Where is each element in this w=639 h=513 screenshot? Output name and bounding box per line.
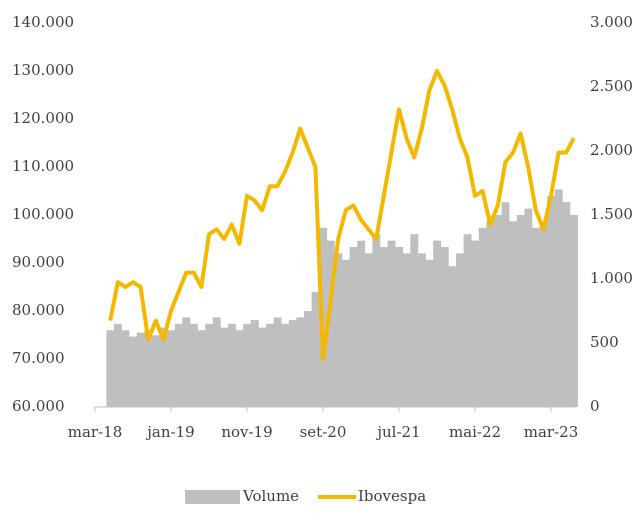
y-tick-label: 130.000 (12, 61, 74, 79)
x-tick-label: mar-18 (68, 423, 123, 441)
volume-bar (152, 335, 160, 407)
volume-bar (228, 323, 236, 407)
volume-bar (182, 317, 191, 407)
y2-tick-label: 1.000 (590, 269, 633, 287)
volume-bar (532, 227, 540, 407)
volume-bar (311, 291, 320, 407)
volume-bar (144, 330, 153, 407)
volume-bar (190, 323, 198, 407)
volume-bar (402, 253, 411, 407)
volume-bar (387, 240, 396, 407)
volume-bar (486, 221, 495, 407)
y2-tick-label: 1.500 (590, 205, 633, 223)
volume-bar (456, 253, 464, 407)
y-tick-label: 120.000 (12, 109, 74, 127)
y-tick-label: 110.000 (12, 157, 74, 175)
volume-bar (235, 330, 244, 407)
volume-bar (524, 208, 533, 407)
volume-bar (547, 195, 556, 407)
volume-bar (220, 327, 229, 407)
volume-bar (448, 266, 457, 407)
volume-bar (250, 319, 259, 407)
y2-tick-label: 2.500 (590, 77, 633, 95)
volume-bar (364, 253, 373, 407)
volume-bar (243, 323, 252, 407)
volume-bar (501, 202, 510, 407)
volume-bar (372, 234, 381, 407)
volume-bar (471, 240, 480, 407)
volume-bar (174, 323, 183, 407)
volume-bar (494, 215, 502, 407)
volume-bar (114, 323, 122, 407)
volume-bar (410, 234, 419, 407)
volume-bar (326, 240, 335, 407)
x-tick-label: mai-22 (449, 423, 501, 441)
volume-bar (304, 311, 312, 407)
volume-bar (395, 247, 404, 407)
volume-bar (478, 227, 487, 407)
y2-tick-label: 2.000 (590, 141, 633, 159)
volume-bar (440, 247, 449, 407)
volume-bar (212, 317, 221, 407)
volume-bar (418, 253, 426, 407)
legend-label: Volume (242, 487, 299, 505)
volume-bar (197, 330, 206, 407)
volume-bar (562, 202, 571, 407)
volume-bar (570, 215, 578, 407)
y2-tick-label: 0 (590, 397, 600, 415)
y-tick-label: 60.000 (12, 397, 65, 415)
volume-bar (334, 253, 343, 407)
y-tick-label: 70.000 (12, 349, 65, 367)
x-tick-label: jan-19 (145, 423, 194, 441)
volume-bar (342, 259, 350, 407)
volume-bar (106, 330, 115, 407)
volume-bar (357, 240, 366, 407)
volume-bar (266, 323, 274, 407)
y2-tick-label: 500 (590, 333, 619, 351)
volume-bar (554, 189, 563, 407)
volume-bar (516, 215, 525, 407)
y-tick-label: 140.000 (12, 13, 74, 31)
volume-bar (433, 240, 442, 407)
x-tick-label: nov-19 (221, 423, 272, 441)
volume-bar (349, 247, 358, 407)
x-tick-label: mar-23 (524, 423, 579, 441)
volume-bar (509, 221, 518, 407)
volume-bar (296, 317, 305, 407)
legend-label: Ibovespa (358, 487, 426, 505)
y-tick-label: 80.000 (12, 301, 65, 319)
y-tick-label: 90.000 (12, 253, 65, 271)
volume-bar (121, 330, 130, 407)
volume-bar (539, 221, 548, 407)
y-tick-label: 100.000 (12, 205, 74, 223)
volume-bar (380, 247, 388, 407)
y2-tick-label: 3.000 (590, 13, 633, 31)
volume-bar (288, 319, 297, 407)
ibovespa-line (108, 69, 576, 361)
volume-bar (205, 323, 214, 407)
volume-bar (281, 323, 290, 407)
volume-bar (258, 327, 267, 407)
volume-bar (167, 330, 176, 407)
volume-bar (129, 336, 138, 407)
volume-bar (136, 332, 145, 407)
volume-bar (273, 317, 282, 407)
legend-swatch (185, 490, 240, 504)
volume-bar (425, 259, 434, 407)
x-tick-label: jul-21 (375, 423, 420, 441)
volume-bar (463, 234, 472, 407)
x-tick-label: set-20 (300, 423, 347, 441)
volume-bar (159, 327, 168, 407)
